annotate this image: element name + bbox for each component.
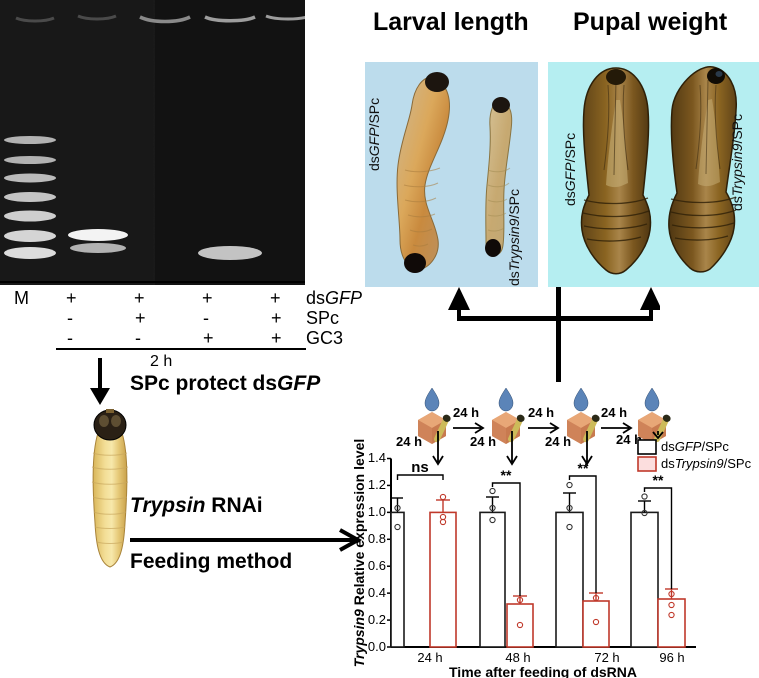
svg-text:**: **: [578, 460, 589, 476]
svg-text:24 h: 24 h: [417, 650, 442, 665]
svg-text:1.2: 1.2: [368, 477, 386, 492]
svg-text:0.8: 0.8: [368, 531, 386, 546]
svg-text:Time after feeding of dsRNA: Time after feeding of dsRNA: [449, 664, 637, 678]
svg-text:0.6: 0.6: [368, 558, 386, 573]
svg-text:1.4: 1.4: [368, 450, 386, 465]
svg-text:96 h: 96 h: [659, 650, 684, 665]
svg-text:0.4: 0.4: [368, 585, 386, 600]
svg-text:Trypsin9 Relative expression l: Trypsin9 Relative expression level: [351, 439, 367, 668]
svg-text:0.0: 0.0: [368, 639, 386, 654]
svg-text:**: **: [653, 472, 664, 488]
svg-text:0.2: 0.2: [368, 612, 386, 627]
svg-text:72 h: 72 h: [594, 650, 619, 665]
svg-text:ns: ns: [411, 459, 429, 476]
svg-text:48 h: 48 h: [505, 650, 530, 665]
svg-text:1.0: 1.0: [368, 504, 386, 519]
svg-text:**: **: [501, 467, 512, 483]
